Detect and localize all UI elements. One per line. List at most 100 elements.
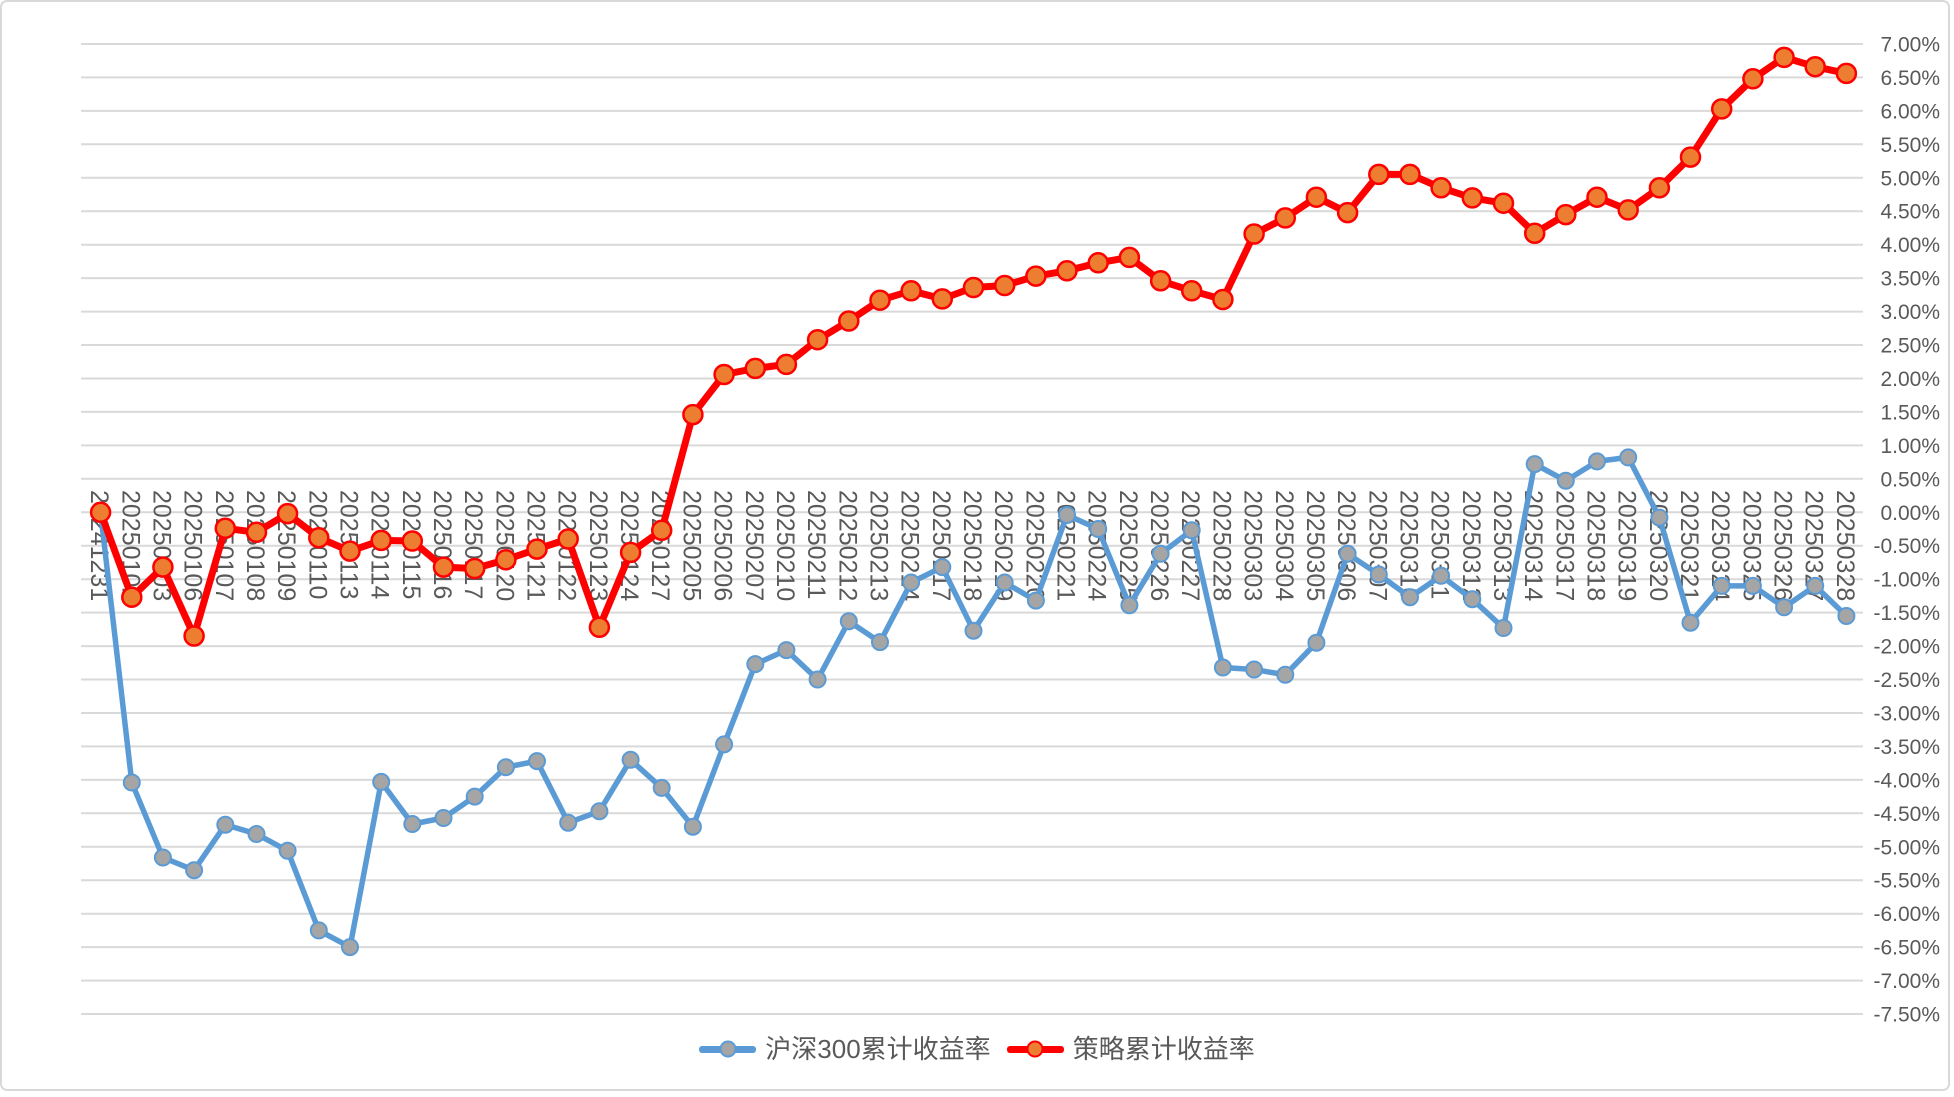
data-point-marker: [401, 530, 424, 552]
x-tick-label: 20250213: [865, 490, 893, 601]
x-tick-label: 20250303: [1239, 490, 1267, 601]
y-tick-label: 2.50%: [1880, 335, 1940, 358]
x-tick-label: 20250211: [802, 490, 830, 599]
data-point-marker: [1180, 280, 1203, 302]
hs300-line-marker-icon: [699, 1040, 757, 1058]
data-point-marker: [1120, 596, 1139, 615]
data-point-marker: [713, 363, 735, 386]
data-point-marker: [1461, 187, 1484, 209]
data-point-marker: [1307, 633, 1326, 652]
x-tick-label: 20250318: [1582, 490, 1610, 601]
data-point-marker: [621, 750, 640, 769]
data-point-marker: [683, 817, 702, 836]
data-point-marker: [1276, 665, 1295, 684]
data-point-marker: [1494, 619, 1513, 637]
data-point-marker: [1338, 544, 1357, 563]
y-tick-label: -4.50%: [1873, 803, 1940, 826]
data-point-marker: [744, 357, 767, 380]
data-point-marker: [962, 276, 985, 299]
data-point-marker: [650, 519, 673, 542]
data-point-marker: [839, 612, 858, 631]
series-hs300: [91, 448, 1856, 957]
data-point-marker: [308, 526, 330, 549]
y-tick-label: 3.00%: [1880, 301, 1940, 324]
x-tick-label: 20250218: [958, 490, 986, 601]
data-point-marker: [746, 655, 765, 674]
x-tick-label: 20250116: [428, 490, 456, 599]
data-point-marker: [1213, 658, 1232, 677]
data-point-marker: [559, 813, 578, 832]
y-tick-label: 5.50%: [1880, 134, 1940, 157]
x-tick-label: 20250207: [740, 490, 768, 601]
data-point-marker: [933, 558, 952, 577]
x-tick-label: 20250312: [1457, 490, 1485, 601]
data-point-marker: [339, 540, 361, 562]
x-tick-label: 20250319: [1613, 490, 1641, 601]
x-tick-label: 20250206: [709, 490, 737, 601]
data-point-marker: [1305, 186, 1328, 208]
y-tick-label: 6.00%: [1880, 100, 1940, 123]
x-tick-label: 20250317: [1550, 490, 1578, 601]
data-point-marker: [1555, 203, 1577, 226]
data-point-marker: [1617, 199, 1639, 221]
data-point-marker: [775, 353, 798, 376]
data-point-marker: [588, 616, 611, 639]
data-point-marker: [1650, 508, 1669, 527]
data-point-marker: [403, 815, 422, 833]
data-point-marker: [902, 573, 921, 592]
data-point-marker: [1058, 506, 1076, 524]
data-point-marker: [465, 787, 484, 806]
data-point-marker: [1399, 163, 1421, 186]
y-tick-label: -5.00%: [1873, 836, 1940, 859]
y-tick-label: 7.00%: [1880, 34, 1940, 57]
y-tick-label: 0.50%: [1880, 468, 1940, 491]
data-point-marker: [1026, 591, 1045, 610]
x-tick-label: 20250227: [1176, 490, 1204, 601]
data-point-marker: [526, 538, 548, 560]
legend-item-strategy: 策略累计收益率: [1006, 1034, 1255, 1064]
data-point-marker: [370, 529, 392, 552]
data-point-marker: [309, 921, 328, 940]
y-tick-label: 6.50%: [1880, 67, 1940, 90]
data-point-marker: [434, 809, 453, 827]
data-point-marker: [1588, 452, 1606, 471]
data-point-marker: [216, 815, 235, 834]
data-point-marker: [247, 825, 266, 843]
data-point-marker: [1556, 471, 1575, 490]
data-point-marker: [1245, 660, 1264, 679]
data-point-marker: [185, 861, 204, 880]
y-tick-label: 0.00%: [1880, 502, 1940, 525]
data-point-marker: [777, 641, 796, 660]
legend-item-hs300: 沪深300累计收益率: [699, 1036, 991, 1062]
x-tick-label: 20250328: [1831, 490, 1859, 601]
data-point-marker: [1804, 55, 1826, 78]
data-point-marker: [1681, 613, 1700, 632]
data-point-marker: [89, 501, 112, 524]
series-strategy: [89, 46, 1858, 647]
legend-label-strategy: 策略累计收益率: [1072, 1034, 1255, 1064]
data-point-marker: [1648, 177, 1671, 199]
data-point-marker: [153, 848, 172, 867]
y-tick-label: 2.00%: [1880, 368, 1940, 391]
data-point-marker: [557, 528, 579, 550]
data-point-marker: [1368, 163, 1390, 186]
y-tick-label: -1.00%: [1873, 569, 1940, 592]
y-tick-label: 5.00%: [1880, 167, 1940, 190]
chart-legend: 沪深300累计收益率 策略累计收益率: [0, 1036, 1954, 1062]
y-tick-label: -1.50%: [1873, 602, 1940, 625]
data-point-marker: [1182, 521, 1201, 540]
y-tick-label: -3.00%: [1873, 703, 1940, 726]
data-point-marker: [276, 502, 299, 525]
data-point-marker: [682, 403, 704, 426]
y-tick-label: -0.50%: [1873, 535, 1940, 558]
x-tick-label: 20250108: [241, 490, 269, 601]
data-point-marker: [1742, 68, 1764, 90]
data-point-marker: [1430, 177, 1452, 199]
data-point-marker: [900, 280, 922, 302]
y-tick-label: 1.50%: [1880, 401, 1940, 424]
data-point-marker: [1586, 186, 1608, 208]
y-tick-label: -6.00%: [1873, 903, 1940, 926]
x-tick-label: 20250310: [1395, 490, 1423, 601]
data-point-marker: [619, 541, 642, 564]
